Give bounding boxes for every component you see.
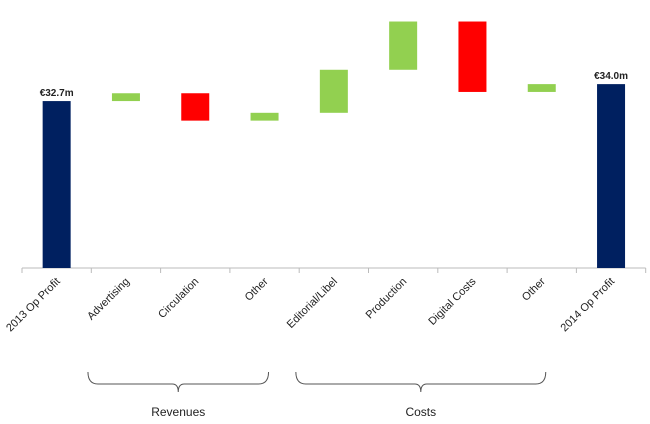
bar bbox=[42, 101, 71, 268]
group-bracket bbox=[87, 371, 270, 393]
x-tick-label: Other bbox=[520, 275, 548, 303]
x-tick-label: Circulation bbox=[156, 276, 201, 321]
group-label: Costs bbox=[405, 405, 436, 419]
x-tick-label: Other bbox=[243, 275, 271, 303]
bar bbox=[250, 112, 279, 121]
bar bbox=[458, 21, 487, 92]
bar bbox=[111, 93, 140, 102]
bar bbox=[597, 84, 626, 268]
x-tick-label: Editorial/Libel bbox=[285, 276, 340, 331]
x-tick-label: Digital Costs bbox=[426, 275, 478, 327]
x-tick-label: 2014 Op Profit bbox=[559, 276, 618, 335]
bar bbox=[389, 21, 418, 70]
x-tick-label: Production bbox=[364, 276, 410, 322]
value-label: €32.7m bbox=[40, 88, 74, 99]
value-label: €34.0m bbox=[594, 71, 628, 82]
bar bbox=[527, 84, 556, 92]
x-tick-label: 2013 Op Profit bbox=[4, 276, 63, 335]
x-tick-label: Advertising bbox=[85, 276, 132, 323]
group-bracket bbox=[295, 371, 547, 393]
group-label: Revenues bbox=[151, 405, 205, 419]
bar bbox=[181, 93, 210, 121]
bar bbox=[319, 69, 348, 113]
